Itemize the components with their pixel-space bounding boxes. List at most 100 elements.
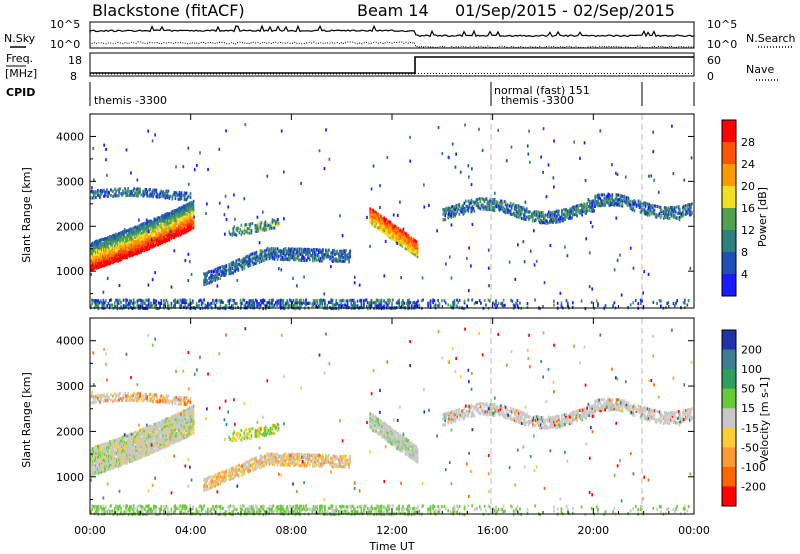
velocity-cell <box>125 436 127 440</box>
power-cell <box>139 187 142 191</box>
power-cell <box>160 223 163 227</box>
power-cell <box>164 219 167 224</box>
power-cell <box>221 271 224 275</box>
power-cell <box>627 202 630 206</box>
cpid-segment-2: normal (fast) 151 <box>494 84 590 97</box>
power-cell <box>163 192 166 196</box>
power-cell <box>169 233 172 238</box>
power-cell <box>412 250 415 254</box>
power-cell <box>227 268 230 272</box>
power-cell <box>97 246 99 250</box>
power-cell <box>125 255 127 259</box>
power-cell <box>511 299 514 303</box>
power-cell <box>125 245 127 249</box>
power-cell <box>283 170 285 174</box>
power-cell <box>109 255 111 259</box>
power-cell <box>509 209 512 213</box>
power-cell <box>252 304 255 308</box>
power-cell <box>513 213 516 217</box>
power-cell <box>300 250 303 254</box>
power-cell <box>510 298 512 302</box>
power-cell <box>119 242 121 246</box>
power-cell <box>160 225 163 230</box>
power-cell <box>218 201 221 205</box>
velocity-cell <box>102 466 104 470</box>
power-cell <box>114 187 116 191</box>
power-cell <box>109 245 111 250</box>
power-cell <box>374 300 377 304</box>
power-cell <box>138 230 141 234</box>
velocity-cell <box>146 442 149 447</box>
power-cell <box>272 304 275 308</box>
power-cell <box>570 216 572 220</box>
power-cell <box>208 270 210 274</box>
power-cell <box>106 276 109 280</box>
power-cell <box>261 210 264 214</box>
power-cell <box>555 214 557 218</box>
power-cell <box>401 242 404 246</box>
power-cell <box>501 208 504 212</box>
velocity-cell <box>166 430 169 434</box>
velocity-cell <box>90 469 92 473</box>
power-cell <box>403 241 406 245</box>
power-cell <box>113 244 115 248</box>
power-cell <box>191 204 194 208</box>
power-cell <box>157 230 160 234</box>
velocity-cell <box>102 469 104 473</box>
power-cell <box>463 208 466 213</box>
velocity-cell <box>111 454 113 458</box>
power-cell <box>276 253 279 257</box>
power-cell <box>416 244 419 248</box>
power-cell <box>184 219 187 223</box>
power-cell <box>650 204 653 208</box>
power-cell <box>164 191 167 195</box>
power-cell <box>604 198 607 202</box>
velocity-cell <box>160 438 163 442</box>
power-cell <box>111 251 113 255</box>
power-cell <box>394 237 397 241</box>
power-cell <box>557 212 559 216</box>
velocity-cell <box>144 426 147 430</box>
power-cell <box>539 307 541 311</box>
power-cell <box>103 260 105 264</box>
power-cell <box>402 238 405 242</box>
velocity-cell <box>110 458 112 462</box>
power-cell <box>304 250 307 254</box>
power-cell <box>258 304 261 308</box>
power-cell <box>252 301 255 305</box>
power-cell <box>118 244 120 249</box>
velocity-cell <box>123 437 125 442</box>
velocity-cell <box>128 447 130 451</box>
power-cell <box>369 209 372 213</box>
power-cell <box>217 276 220 281</box>
power-cell <box>559 216 561 220</box>
power-cell <box>302 248 305 252</box>
power-cell <box>103 143 105 147</box>
power-cell <box>325 248 327 252</box>
power-cell <box>336 249 338 253</box>
power-cell <box>287 303 290 307</box>
velocity-cell <box>110 443 112 447</box>
power-cell <box>170 229 172 233</box>
velocity-cell <box>146 440 149 444</box>
power-cell <box>596 194 599 198</box>
power-cell <box>592 206 595 211</box>
power-cell <box>553 185 555 189</box>
power-cell <box>445 208 448 212</box>
power-cell <box>376 225 379 229</box>
power-cell <box>686 209 689 214</box>
velocity-cell <box>156 428 159 432</box>
power-cell <box>161 191 164 195</box>
power-cell <box>620 293 623 297</box>
power-cell <box>232 271 235 275</box>
power-cell <box>634 298 637 303</box>
power-cell <box>597 302 599 306</box>
power-cell <box>363 303 365 307</box>
power-cell <box>105 245 107 249</box>
velocity-cell <box>113 454 115 458</box>
power-cell <box>398 303 400 308</box>
velocity-cell <box>132 446 134 450</box>
power-cell <box>144 188 147 192</box>
power-cell <box>146 194 149 198</box>
